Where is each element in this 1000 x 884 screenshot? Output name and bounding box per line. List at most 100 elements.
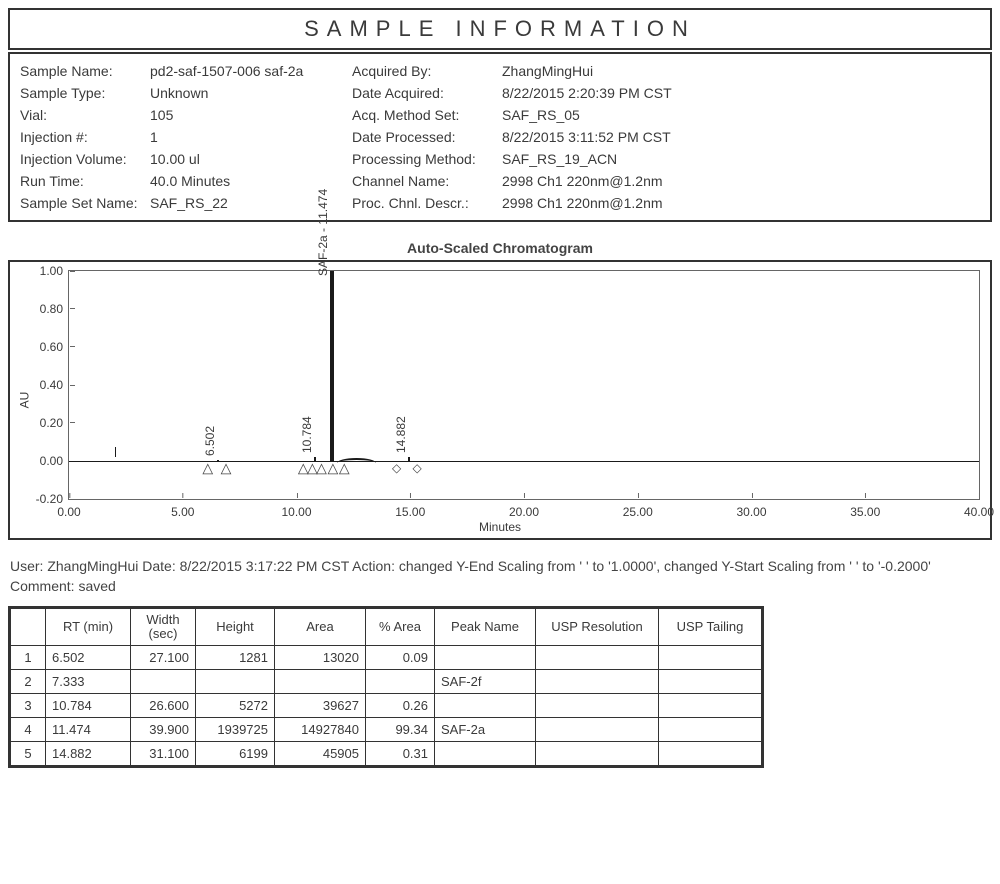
y-tick: 0.60 [40, 340, 69, 354]
y-tick: 1.00 [40, 264, 69, 278]
table-cell: 14927840 [275, 718, 366, 742]
sample-info-box: Sample Name:Sample Type:Vial:Injection #… [8, 52, 992, 222]
table-row: 514.88231.1006199459050.31 [11, 742, 762, 766]
chart-title: Auto-Scaled Chromatogram [8, 240, 992, 256]
table-row: 16.50227.1001281130200.09 [11, 646, 762, 670]
info-value: SAF_RS_19_ACN [502, 148, 722, 170]
table-cell: 14.882 [46, 742, 131, 766]
info-value: 8/22/2015 3:11:52 PM CST [502, 126, 722, 148]
info-value: Unknown [150, 82, 340, 104]
table-cell: 0.31 [366, 742, 435, 766]
table-cell: SAF-2a [435, 718, 536, 742]
info-label: Injection #: [20, 126, 150, 148]
table-cell: 0.09 [366, 646, 435, 670]
info-label: Acq. Method Set: [352, 104, 502, 126]
info-label: Date Processed: [352, 126, 502, 148]
baseline-marker: ◇ [412, 461, 421, 475]
table-cell: 99.34 [366, 718, 435, 742]
info-value: 40.0 Minutes [150, 170, 340, 192]
baseline-marker: ◇ [392, 461, 401, 475]
table-cell: 39.900 [131, 718, 196, 742]
x-tick: 15.00 [395, 499, 425, 519]
table-cell [131, 670, 196, 694]
info-label: Sample Name: [20, 60, 150, 82]
table-cell: 3 [11, 694, 46, 718]
table-cell [536, 718, 659, 742]
baseline-marker: △ [316, 459, 327, 476]
table-cell: 1 [11, 646, 46, 670]
table-cell: 6.502 [46, 646, 131, 670]
table-cell: 26.600 [131, 694, 196, 718]
table-header: Area [275, 609, 366, 646]
peak-label: 6.502 [203, 425, 217, 455]
table-cell [275, 670, 366, 694]
table-cell: 6199 [196, 742, 275, 766]
table-cell [536, 694, 659, 718]
table-cell: 11.474 [46, 718, 131, 742]
table-cell [536, 646, 659, 670]
table-header: Peak Name [435, 609, 536, 646]
info-label: Acquired By: [352, 60, 502, 82]
x-tick: 30.00 [736, 499, 766, 519]
info-value: ZhangMingHui [502, 60, 722, 82]
info-label: Channel Name: [352, 170, 502, 192]
info-label: Vial: [20, 104, 150, 126]
table-cell: 10.784 [46, 694, 131, 718]
table-header: % Area [366, 609, 435, 646]
table-cell: 13020 [275, 646, 366, 670]
table-header: RT (min) [46, 609, 131, 646]
table-cell [659, 646, 762, 670]
table-cell: 7.333 [46, 670, 131, 694]
x-tick: 40.00 [964, 499, 994, 519]
table-cell: 0.26 [366, 694, 435, 718]
table-cell: 39627 [275, 694, 366, 718]
x-tick: 10.00 [281, 499, 311, 519]
peak-label: 10.784 [300, 416, 314, 453]
table-cell: 31.100 [131, 742, 196, 766]
peak-table-wrapper: RT (min)Width(sec)HeightArea% AreaPeak N… [8, 606, 764, 768]
x-tick: 35.00 [850, 499, 880, 519]
y-tick: 0.80 [40, 302, 69, 316]
table-cell [196, 670, 275, 694]
table-row: 411.47439.90019397251492784099.34SAF-2a [11, 718, 762, 742]
info-label: Run Time: [20, 170, 150, 192]
y-tick: 0.00 [40, 454, 69, 468]
info-value: 1 [150, 126, 340, 148]
table-header: USP Resolution [536, 609, 659, 646]
x-tick: 5.00 [171, 499, 194, 519]
table-row: 310.78426.6005272396270.26 [11, 694, 762, 718]
info-label: Processing Method: [352, 148, 502, 170]
table-row: 27.333SAF-2f [11, 670, 762, 694]
table-header: Width(sec) [131, 609, 196, 646]
info-value: 10.00 ul [150, 148, 340, 170]
table-cell [659, 694, 762, 718]
info-label: Sample Set Name: [20, 192, 150, 214]
info-label: Proc. Chnl. Descr.: [352, 192, 502, 214]
info-value: 105 [150, 104, 340, 126]
table-cell: 27.100 [131, 646, 196, 670]
table-cell: 45905 [275, 742, 366, 766]
sample-info-title: SAMPLE INFORMATION [8, 8, 992, 50]
info-value: 8/22/2015 2:20:39 PM CST [502, 82, 722, 104]
table-cell [659, 742, 762, 766]
y-tick: 0.20 [40, 416, 69, 430]
info-value: pd2-saf-1507-006 saf-2a [150, 60, 340, 82]
info-value: 2998 Ch1 220nm@1.2nm [502, 192, 722, 214]
user-note: User: ZhangMingHui Date: 8/22/2015 3:17:… [10, 556, 990, 596]
baseline-marker: △ [221, 459, 232, 476]
table-cell [435, 694, 536, 718]
x-axis-label: Minutes [479, 520, 521, 534]
info-label: Injection Volume: [20, 148, 150, 170]
table-cell: 2 [11, 670, 46, 694]
table-cell [536, 670, 659, 694]
baseline-marker: △ [202, 459, 213, 476]
y-tick: 0.40 [40, 378, 69, 392]
peak-label: SAF-2a - 11.474 [316, 188, 330, 275]
info-value: SAF_RS_05 [502, 104, 722, 126]
info-label: Sample Type: [20, 82, 150, 104]
table-cell: 1281 [196, 646, 275, 670]
y-axis-label: AU [17, 392, 31, 409]
peak-table: RT (min)Width(sec)HeightArea% AreaPeak N… [10, 608, 762, 766]
peak-label: 14.882 [394, 416, 408, 453]
info-value: SAF_RS_22 [150, 192, 340, 214]
